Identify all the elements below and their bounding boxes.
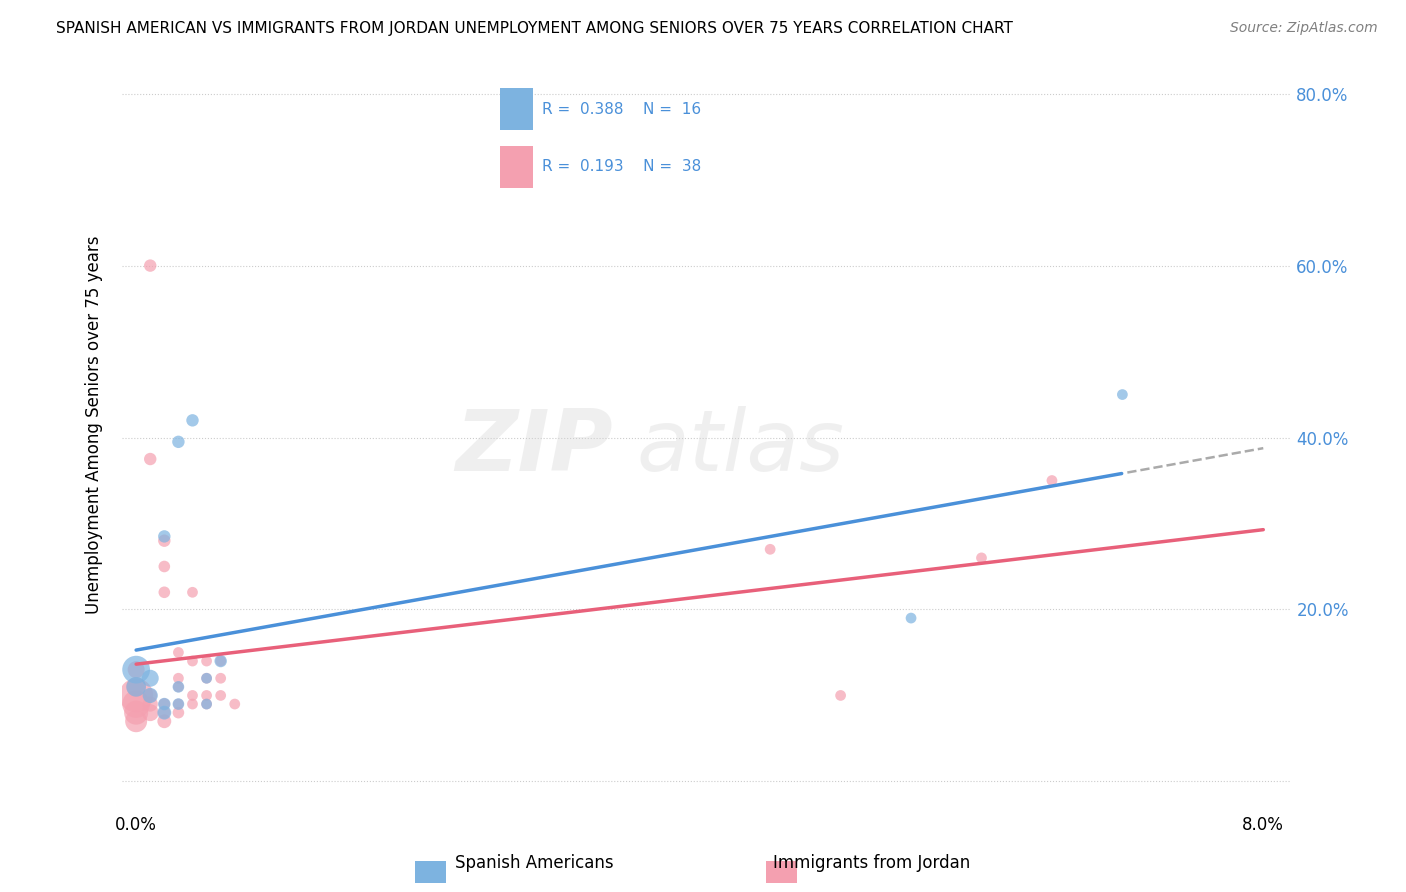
Point — [139, 689, 162, 703]
Point — [900, 611, 922, 625]
Point — [153, 559, 176, 574]
Point — [1040, 474, 1063, 488]
Point — [153, 697, 176, 711]
Point — [181, 585, 204, 599]
Point — [125, 680, 148, 694]
Y-axis label: Unemployment Among Seniors over 75 years: Unemployment Among Seniors over 75 years — [86, 235, 103, 614]
Point — [195, 654, 218, 668]
Point — [195, 697, 218, 711]
Point — [139, 697, 162, 711]
Point — [209, 654, 232, 668]
Point — [153, 714, 176, 729]
Point — [970, 550, 993, 565]
Point — [139, 689, 162, 703]
Point — [209, 671, 232, 685]
Text: Immigrants from Jordan: Immigrants from Jordan — [773, 855, 970, 872]
Text: SPANISH AMERICAN VS IMMIGRANTS FROM JORDAN UNEMPLOYMENT AMONG SENIORS OVER 75 YE: SPANISH AMERICAN VS IMMIGRANTS FROM JORD… — [56, 21, 1014, 36]
Point — [209, 689, 232, 703]
Point — [181, 689, 204, 703]
Point — [125, 697, 148, 711]
Point — [125, 714, 148, 729]
Point — [167, 706, 190, 720]
Point — [125, 663, 148, 677]
Point — [224, 697, 246, 711]
Point — [167, 671, 190, 685]
Point — [759, 542, 782, 557]
Point — [153, 533, 176, 548]
Point — [139, 452, 162, 467]
Point — [181, 413, 204, 427]
Text: 0.0%: 0.0% — [115, 816, 157, 834]
Text: atlas: atlas — [637, 406, 845, 489]
Point — [153, 697, 176, 711]
Point — [167, 434, 190, 449]
Point — [167, 680, 190, 694]
Text: Spanish Americans: Spanish Americans — [456, 855, 613, 872]
Point — [139, 259, 162, 273]
Point — [167, 697, 190, 711]
Point — [153, 529, 176, 543]
Point — [195, 697, 218, 711]
Point — [125, 663, 148, 677]
Point — [181, 697, 204, 711]
Point — [195, 671, 218, 685]
Point — [125, 706, 148, 720]
Point — [209, 654, 232, 668]
Text: 8.0%: 8.0% — [1243, 816, 1284, 834]
Point — [195, 689, 218, 703]
Point — [167, 697, 190, 711]
Point — [153, 706, 176, 720]
Text: Source: ZipAtlas.com: Source: ZipAtlas.com — [1230, 21, 1378, 35]
Point — [153, 585, 176, 599]
Point — [181, 654, 204, 668]
Point — [139, 671, 162, 685]
Point — [125, 680, 148, 694]
Point — [167, 680, 190, 694]
Text: ZIP: ZIP — [456, 406, 613, 489]
Point — [125, 689, 148, 703]
Point — [167, 645, 190, 659]
Point — [195, 671, 218, 685]
Point — [153, 706, 176, 720]
Point — [139, 706, 162, 720]
Point — [1111, 387, 1133, 401]
Point — [830, 689, 852, 703]
